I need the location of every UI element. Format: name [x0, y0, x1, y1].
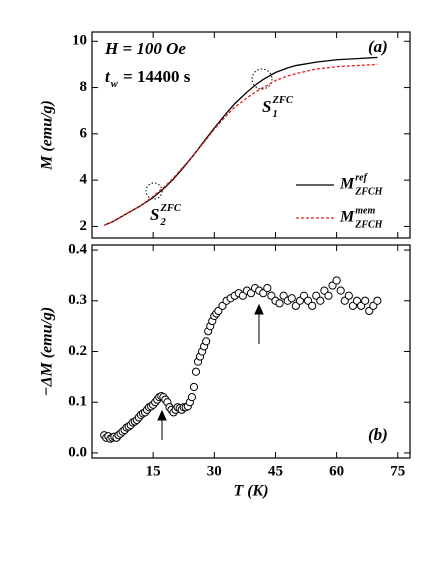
y-tick-label: 8: [80, 79, 88, 95]
annotation-sup: ZFC: [271, 95, 293, 106]
annotation-sup: ZFC: [159, 203, 181, 214]
data-point: [287, 294, 296, 303]
data-point: [202, 337, 211, 346]
data-point: [336, 286, 345, 295]
marker-circle: [251, 68, 273, 90]
annotation: = 14400 s: [119, 67, 191, 86]
data-point: [263, 284, 272, 293]
data-point: [187, 393, 196, 402]
legend-label-sup: ref: [355, 172, 368, 183]
annotation: S: [150, 205, 159, 224]
y-tick-label: 0.2: [68, 343, 87, 359]
plot-frame: [91, 244, 411, 459]
x-axis-label: T (K): [233, 483, 268, 500]
x-tick-label: 75: [390, 463, 405, 479]
annotation-sub: w: [111, 79, 119, 90]
data-point: [332, 276, 341, 285]
data-point: [308, 301, 317, 310]
plot-frame: [91, 31, 411, 239]
legend-label-sup: mem: [355, 205, 375, 216]
annotation: (a): [368, 37, 388, 56]
legend-label: M: [339, 209, 355, 226]
x-tick-label: 60: [329, 463, 344, 479]
legend-label-sub: ZFCH: [354, 219, 383, 230]
y-axis-label: −ΔM (emu/g): [39, 307, 56, 397]
annotation-sub: 1: [272, 109, 277, 120]
annotation: S: [262, 97, 271, 116]
annotation: H = 100 Oe: [104, 39, 186, 58]
y-axis-label: M (emu/g): [39, 100, 56, 171]
data-point: [324, 291, 333, 300]
y-tick-label: 10: [72, 33, 87, 49]
y-tick-label: 0.3: [68, 292, 87, 308]
x-tick-label: 15: [146, 463, 161, 479]
data-point: [189, 382, 199, 392]
data-point: [275, 299, 284, 308]
annotation: (b): [368, 425, 388, 444]
annotation: t: [105, 67, 111, 86]
legend-label-sub: ZFCH: [354, 186, 383, 197]
legend-label: M: [339, 176, 355, 193]
y-tick-label: 6: [80, 125, 88, 141]
x-tick-label: 45: [268, 463, 283, 479]
arrows: [157, 303, 264, 440]
data-point: [344, 291, 353, 300]
y-tick-label: 0.1: [68, 394, 87, 410]
y-tick-label: 0.0: [68, 444, 87, 460]
data-point: [361, 296, 370, 305]
x-tick-label: 30: [207, 463, 222, 479]
series-line: [103, 63, 378, 226]
annotation-sub: 2: [159, 217, 166, 228]
y-tick-label: 2: [80, 218, 88, 234]
y-tick-label: 4: [80, 172, 88, 188]
y-tick-label: 0.4: [68, 242, 87, 258]
data-point: [373, 296, 382, 305]
data-point: [191, 367, 201, 376]
data-point: [316, 296, 325, 305]
marker-circle: [145, 182, 163, 200]
